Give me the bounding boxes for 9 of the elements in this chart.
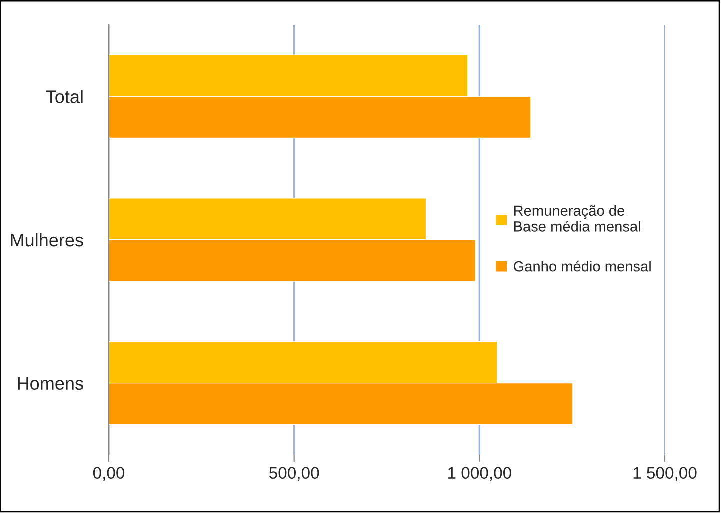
- x-tick-label: 500,00: [270, 467, 320, 482]
- legend-label: Remuneração de Base média mensal: [514, 205, 640, 232]
- y-tick-label: Total: [46, 90, 83, 104]
- y-tick-label: Mulheres: [11, 233, 84, 247]
- legend-label: Ganho médio mensal: [514, 260, 651, 272]
- x-tick-label: 1 500,00: [634, 467, 697, 482]
- y-tick-label: Homens: [18, 377, 84, 390]
- x-tick-label: 1 000,00: [448, 467, 512, 482]
- x-tick-label: 0,00: [93, 467, 125, 482]
